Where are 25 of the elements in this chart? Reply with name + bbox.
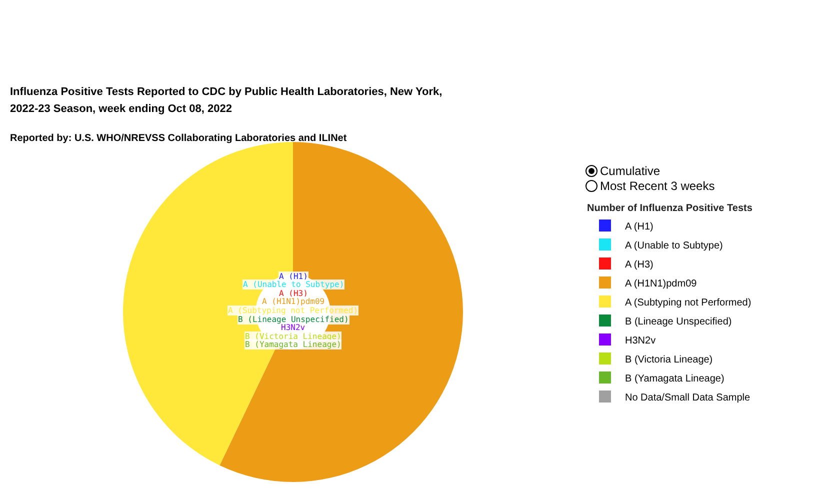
legend-label: B (Victoria Lineage)	[625, 354, 713, 366]
legend-label: A (H1N1)pdm09	[625, 278, 698, 290]
legend-label: B (Lineage Unspecified)	[625, 316, 732, 328]
legend-label: A (Subtyping not Performed)	[625, 297, 752, 308]
category-label: B (Lineage Unspecified)	[238, 315, 349, 324]
donut-slice	[220, 142, 463, 482]
category-label: H3N2v	[281, 323, 306, 332]
text: Most Recent 3 weeks	[600, 179, 715, 193]
slice-label: A (H1N1)pdm09	[262, 297, 325, 306]
legend-label: No Data/Small Data Sample	[625, 392, 750, 404]
category-label: B (Victoria Lineage)	[245, 332, 342, 341]
category-label: A (H3)	[279, 289, 308, 298]
category-label: B (Yamagata Lineage)	[245, 340, 342, 349]
legend-label: A (H3)	[625, 259, 654, 270]
chart-subtitle: Reported by: U.S. WHO/NREVSS Collaborating Laboratories and ILINet	[10, 133, 348, 144]
slice-label: A (Subtyping not Performed)	[228, 306, 358, 315]
category-label: A (H1)	[279, 272, 308, 281]
text: Cumulative	[600, 164, 660, 178]
legend-label: B (Yamagata Lineage)	[625, 373, 724, 384]
chart-title: Influenza Positive Tests Reported to CDC by Public Health Laboratories, New York, 2022-23 Season, week ending Oct 08, 2022	[10, 86, 442, 115]
legend-label: H3N2v	[625, 335, 656, 346]
legend-label: A (H1)	[625, 221, 654, 232]
legend-label: A (Unable to Subtype)	[625, 240, 723, 252]
category-label: A (Unable to Subtype)	[243, 280, 344, 289]
legend-title: Number of Influenza Positive Tests	[587, 203, 753, 214]
